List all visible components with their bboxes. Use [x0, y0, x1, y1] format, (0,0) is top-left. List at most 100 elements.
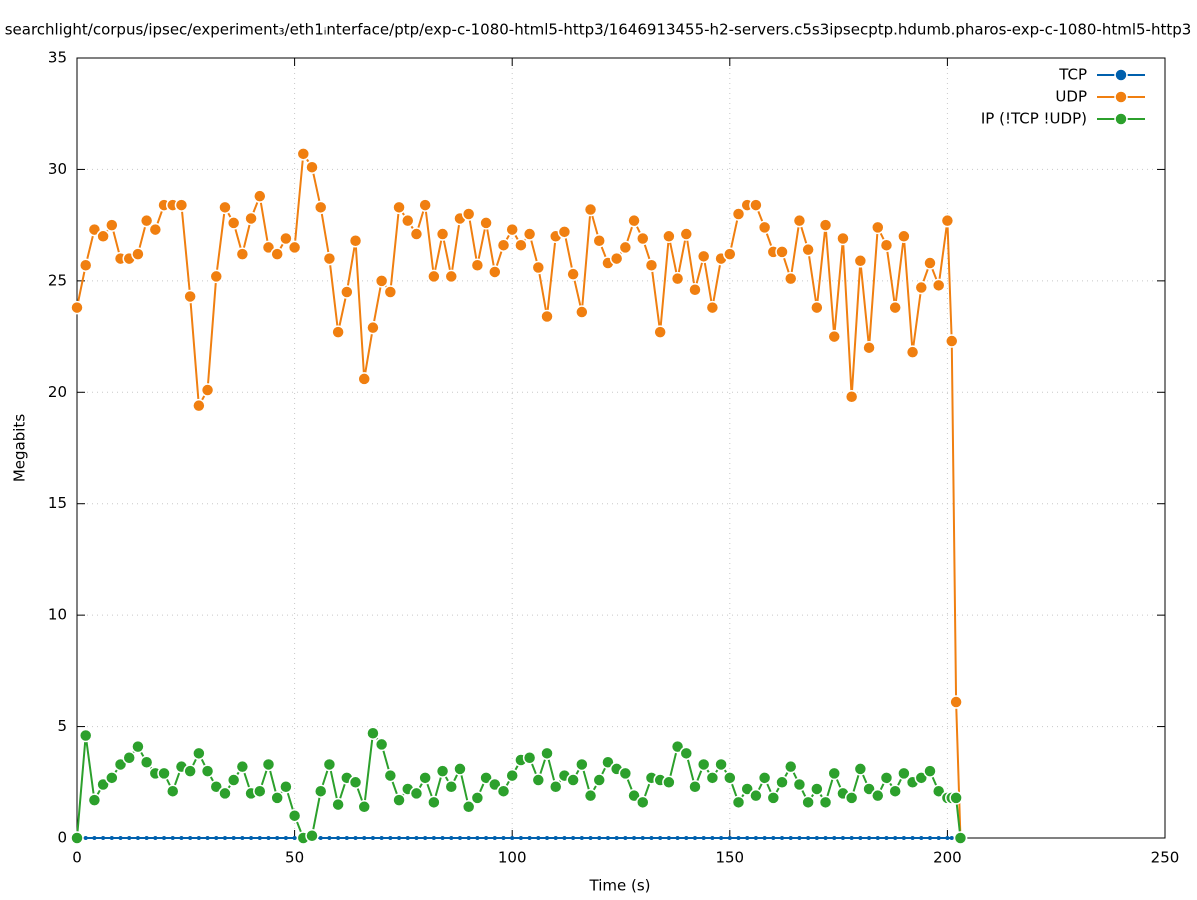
- data-point: [818, 795, 833, 810]
- data-point: [853, 254, 868, 268]
- data-point: [379, 836, 384, 840]
- data-point: [331, 325, 345, 339]
- data-point: [945, 836, 950, 840]
- y-tick-label: 25: [48, 271, 67, 289]
- data-point: [884, 836, 889, 840]
- data-point: [418, 771, 432, 785]
- data-point: [844, 389, 859, 404]
- data-point: [205, 836, 210, 840]
- data-point: [670, 271, 685, 286]
- data-point: [757, 771, 772, 785]
- data-point: [353, 836, 358, 840]
- y-tick-label: 0: [57, 829, 67, 847]
- data-point: [414, 836, 419, 840]
- data-point: [731, 207, 746, 221]
- data-point: [127, 836, 132, 840]
- data-point: [710, 836, 715, 840]
- data-point: [740, 782, 754, 796]
- data-point: [105, 771, 119, 785]
- data-point: [949, 836, 954, 840]
- data-point: [797, 836, 802, 840]
- data-point: [488, 777, 502, 792]
- data-point: [192, 398, 206, 413]
- data-point: [940, 213, 955, 228]
- data-point: [810, 782, 824, 796]
- data-point: [331, 797, 345, 812]
- data-point: [131, 739, 145, 754]
- data-point: [531, 773, 546, 787]
- data-point: [144, 836, 149, 840]
- data-point: [505, 222, 519, 237]
- data-point: [105, 218, 119, 232]
- data-point: [70, 831, 84, 845]
- data-point: [893, 836, 898, 840]
- data-point: [287, 808, 302, 823]
- y-tick-label: 15: [48, 494, 67, 512]
- data-point: [470, 258, 485, 273]
- data-point: [257, 836, 262, 840]
- y-tick-label: 30: [48, 160, 67, 178]
- data-point: [644, 258, 659, 273]
- data-point: [518, 836, 523, 840]
- data-point: [435, 227, 450, 241]
- data-point: [388, 836, 393, 840]
- data-point: [527, 836, 532, 840]
- data-point: [775, 775, 789, 790]
- data-point: [545, 836, 550, 840]
- data-point: [479, 216, 493, 230]
- data-point: [240, 836, 245, 840]
- data-point: [632, 836, 637, 840]
- data-point: [318, 836, 323, 840]
- data-point: [222, 836, 227, 840]
- legend-marker: [1114, 112, 1128, 126]
- data-point: [771, 836, 776, 840]
- data-point: [931, 784, 946, 798]
- data-point: [905, 345, 920, 359]
- data-point: [766, 791, 781, 805]
- data-point: [214, 836, 219, 840]
- data-point: [675, 836, 680, 840]
- data-point: [688, 779, 702, 794]
- data-point: [305, 829, 319, 843]
- x-tick-label: 200: [933, 849, 962, 867]
- data-point: [522, 751, 537, 765]
- data-point: [775, 245, 789, 259]
- data-point: [231, 836, 236, 840]
- data-point: [692, 836, 697, 840]
- data-point: [188, 836, 193, 840]
- data-point: [705, 300, 720, 315]
- data-point: [862, 340, 876, 355]
- data-point: [823, 836, 828, 840]
- data-point: [496, 238, 511, 252]
- data-point: [579, 836, 584, 840]
- data-point: [362, 836, 367, 840]
- data-point: [679, 746, 694, 761]
- data-point: [827, 329, 841, 344]
- data-point: [749, 788, 763, 803]
- data-point: [383, 285, 398, 299]
- data-point: [209, 269, 224, 284]
- data-point: [636, 795, 650, 810]
- data-point: [605, 836, 610, 840]
- data-point: [510, 836, 515, 840]
- data-point: [70, 300, 84, 315]
- data-point: [218, 200, 232, 215]
- data-point: [910, 836, 915, 840]
- data-point: [618, 766, 633, 781]
- data-point: [78, 258, 93, 273]
- data-point: [814, 836, 819, 840]
- data-point: [832, 836, 837, 840]
- data-point: [461, 207, 476, 221]
- data-point: [336, 836, 341, 840]
- data-point: [327, 836, 332, 840]
- data-point: [719, 836, 724, 840]
- data-point: [571, 836, 576, 840]
- data-point: [931, 278, 946, 293]
- data-point: [514, 238, 528, 252]
- data-point: [792, 213, 807, 228]
- data-point: [148, 222, 163, 237]
- data-point: [949, 695, 963, 709]
- data-point: [780, 836, 785, 840]
- data-point: [183, 764, 197, 778]
- data-point: [279, 779, 293, 794]
